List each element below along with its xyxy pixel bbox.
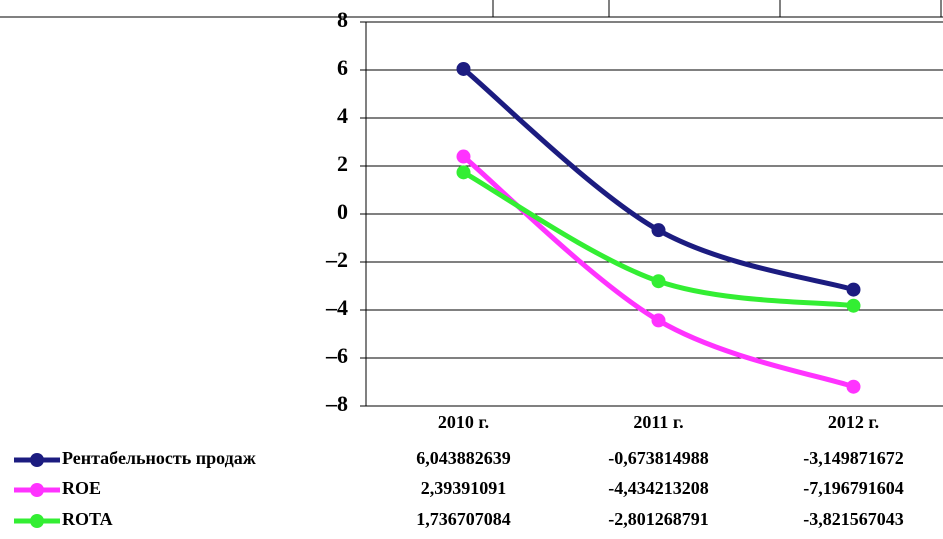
x-tick-label: 2011 г. [633, 412, 683, 432]
y-tick-label: –8 [325, 391, 348, 416]
legend-label: ROTA [62, 509, 113, 529]
y-tick-label: 2 [337, 151, 348, 176]
point [846, 282, 861, 297]
point [456, 165, 471, 180]
legend-marker [30, 483, 44, 497]
y-tick-label: 4 [337, 103, 348, 128]
table-value: -2,801268791 [608, 509, 709, 529]
table-value: -0,673814988 [608, 448, 709, 468]
point [456, 149, 471, 164]
table-value: 1,736707084 [416, 509, 511, 529]
y-tick-label: 8 [337, 7, 348, 32]
x-tick-label: 2010 г. [438, 412, 489, 432]
y-tick-label: –6 [325, 343, 348, 368]
y-tick-label: 0 [337, 199, 348, 224]
y-tick-label: –2 [325, 247, 348, 272]
y-tick-label: –4 [325, 295, 348, 320]
series-line [461, 154, 855, 390]
point [651, 274, 666, 289]
point [456, 61, 471, 76]
legend-label: Рентабельность продаж [62, 448, 257, 468]
table-value: 6,043882639 [416, 448, 511, 468]
legend-marker [30, 453, 44, 467]
point [651, 223, 666, 238]
legend-label: ROE [62, 478, 101, 498]
table-value: -4,434213208 [608, 478, 709, 498]
x-tick-label: 2012 г. [828, 412, 879, 432]
point [651, 313, 666, 328]
table-value: -7,196791604 [803, 478, 904, 498]
legend-marker [30, 514, 44, 528]
table-value: 2,39391091 [421, 478, 507, 498]
point [846, 379, 861, 394]
point [846, 298, 861, 313]
table-value: -3,821567043 [803, 509, 904, 529]
series-line [461, 67, 855, 292]
table-value: -3,149871672 [803, 448, 904, 468]
y-tick-label: 6 [337, 55, 348, 80]
